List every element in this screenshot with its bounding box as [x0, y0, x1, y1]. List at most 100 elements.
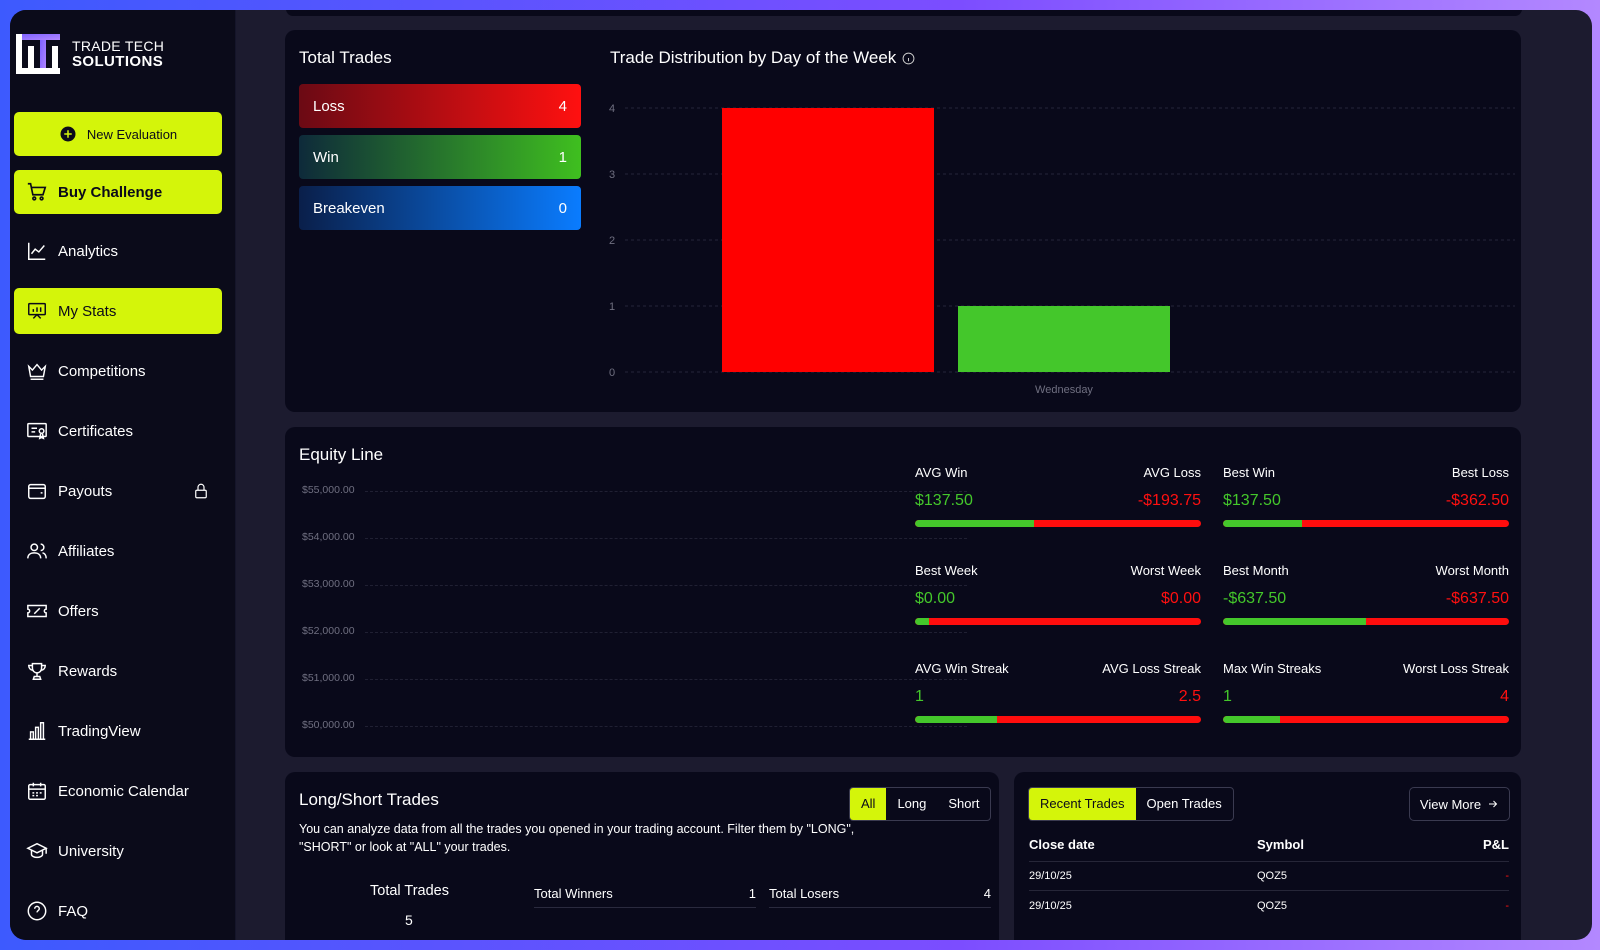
- presentation-chart-icon: [28, 302, 46, 319]
- sidebar-item-tradingview[interactable]: TradingView: [14, 708, 222, 754]
- brand-logo[interactable]: TRADE TECH SOLUTIONS: [14, 32, 164, 76]
- sidebar-item-label: Offers: [58, 602, 99, 620]
- sidebar-item-label: Competitions: [58, 362, 146, 380]
- x-category-label: Wednesday: [1035, 384, 1093, 396]
- sidebar-item-competitions[interactable]: Competitions: [14, 348, 222, 394]
- equity-title: Equity Line: [299, 445, 384, 464]
- sidebar-item-university[interactable]: University: [14, 828, 222, 874]
- table-divider: [1029, 890, 1509, 891]
- stat-block: Max Win Streaks Worst Loss Streak 1 4: [1223, 661, 1509, 723]
- view-more-label: View More: [1419, 796, 1482, 812]
- previous-card-edge: [286, 10, 1522, 16]
- sidebar-item-faq[interactable]: FAQ: [14, 888, 222, 934]
- sidebar-item-rewards[interactable]: Rewards: [14, 648, 222, 694]
- stat-left-value: $137.50: [1223, 492, 1281, 509]
- cart-icon: [27, 182, 47, 201]
- filter-all-button[interactable]: All: [850, 788, 887, 820]
- tab-open-trades[interactable]: Open Trades: [1146, 796, 1222, 811]
- stat-ratio-bar: [915, 520, 1201, 527]
- sidebar-item-label: Analytics: [58, 242, 119, 260]
- long-short-card: Long/Short Trades All Long Short You can…: [285, 772, 999, 940]
- stat-left-value: $137.50: [915, 492, 973, 509]
- sidebar-item-analytics[interactable]: Analytics: [14, 228, 222, 274]
- equity-y-tick: $53,000.00: [302, 578, 355, 590]
- crown-icon: [27, 363, 47, 380]
- stat-ratio-bar: [1223, 716, 1509, 723]
- table-divider: [1029, 861, 1509, 862]
- stat-left-label: Best Win: [1223, 465, 1276, 480]
- chart-line-icon: [28, 242, 46, 260]
- brand-line1: TRADE TECH: [72, 38, 165, 54]
- sidebar-item-label: TradingView: [58, 722, 141, 740]
- long-short-title: Long/Short Trades: [299, 790, 439, 809]
- stat-right-label: Worst Month: [1435, 563, 1509, 578]
- stat-ratio-bar: [1223, 520, 1509, 527]
- buy-challenge-button[interactable]: Buy Challenge: [14, 170, 222, 214]
- view-more-button[interactable]: View More: [1409, 787, 1510, 821]
- sidebar-item-economic-calendar[interactable]: Economic Calendar: [14, 768, 222, 814]
- total-winners-row: Total Winners 1: [534, 886, 756, 908]
- loss-label: Loss: [313, 97, 345, 115]
- stat-block: AVG Win Streak AVG Loss Streak 1 2.5: [915, 661, 1201, 723]
- sidebar-item-my-stats[interactable]: My Stats: [14, 288, 222, 334]
- equity-grid-line: [365, 585, 967, 586]
- users-icon: [27, 543, 47, 559]
- stat-right-label: Worst Week: [1130, 563, 1201, 578]
- stat-left-value: 1: [915, 688, 924, 705]
- distribution-title-text: Trade Distribution by Day of the Week: [610, 48, 897, 67]
- info-circle-icon[interactable]: [902, 52, 915, 65]
- lock-icon: [195, 483, 207, 499]
- stat-right-value: -$637.50: [1445, 590, 1509, 607]
- breakeven-label: Breakeven: [313, 199, 385, 217]
- stat-left-value: 1: [1223, 688, 1232, 705]
- wallet-icon: [28, 483, 46, 500]
- bar-win[interactable]: [958, 306, 1170, 372]
- sidebar-item-label: My Stats: [58, 302, 117, 320]
- stat-ratio-fill: [915, 618, 930, 625]
- equity-grid-line: [365, 491, 967, 492]
- equity-grid-line: [365, 726, 967, 727]
- plus-circle-icon: [60, 126, 76, 142]
- stat-ratio-fill: [1223, 618, 1366, 625]
- sidebar-item-payouts[interactable]: Payouts: [14, 468, 222, 514]
- win-label: Win: [313, 148, 339, 166]
- stat-block: Best Win Best Loss $137.50 -$362.50: [1223, 465, 1509, 527]
- distribution-title: Trade Distribution by Day of the Week: [610, 48, 915, 68]
- win-count-bar: Win 1: [299, 135, 581, 179]
- certificate-icon: [27, 422, 47, 440]
- tab-recent-trades[interactable]: Recent Trades: [1029, 788, 1136, 820]
- sidebar-item-label: FAQ: [58, 902, 89, 920]
- stat-left-value: $0.00: [915, 590, 956, 607]
- sidebar-item-label: Certificates: [58, 422, 134, 440]
- stat-block: Best Week Worst Week $0.00 $0.00: [915, 563, 1201, 625]
- stat-right-label: AVG Loss Streak: [1102, 661, 1201, 676]
- total-losers-label: Total Losers: [769, 886, 840, 901]
- stat-left-label: AVG Win Streak: [915, 661, 1009, 676]
- equity-y-tick: $55,000.00: [302, 484, 355, 496]
- sidebar-item-affiliates[interactable]: Affiliates: [14, 528, 222, 574]
- row-1-pnl: -: [1505, 870, 1509, 882]
- arrow-right-icon: [1489, 800, 1498, 808]
- loss-value: 4: [558, 97, 567, 115]
- equity-grid-line: [365, 538, 967, 539]
- sidebar-item-label: University: [58, 842, 124, 860]
- stat-ratio-fill: [915, 520, 1034, 527]
- bar-loss[interactable]: [722, 108, 934, 372]
- win-value: 1: [558, 148, 567, 166]
- stat-right-label: AVG Loss: [1143, 465, 1201, 480]
- new-evaluation-button[interactable]: New Evaluation: [14, 112, 222, 156]
- row-2-symbol: QOZ5: [1257, 900, 1287, 912]
- stat-left-label: Best Month: [1223, 563, 1289, 578]
- col-close-date: Close date: [1029, 837, 1095, 852]
- stat-right-value: -$362.50: [1445, 492, 1509, 509]
- total-trades-value: 5: [405, 912, 413, 928]
- filter-short-button[interactable]: Short: [948, 796, 980, 811]
- long-short-description: You can analyze data from all the trades…: [299, 822, 855, 854]
- sidebar-item-label: Payouts: [58, 482, 113, 500]
- y-tick-label: 4: [609, 103, 615, 115]
- row-2-pnl: -: [1505, 900, 1509, 912]
- stat-block: Best Month Worst Month -$637.50 -$637.50: [1223, 563, 1509, 625]
- sidebar-item-offers[interactable]: Offers: [14, 588, 222, 634]
- filter-long-button[interactable]: Long: [897, 796, 927, 811]
- sidebar-item-certificates[interactable]: Certificates: [14, 408, 222, 454]
